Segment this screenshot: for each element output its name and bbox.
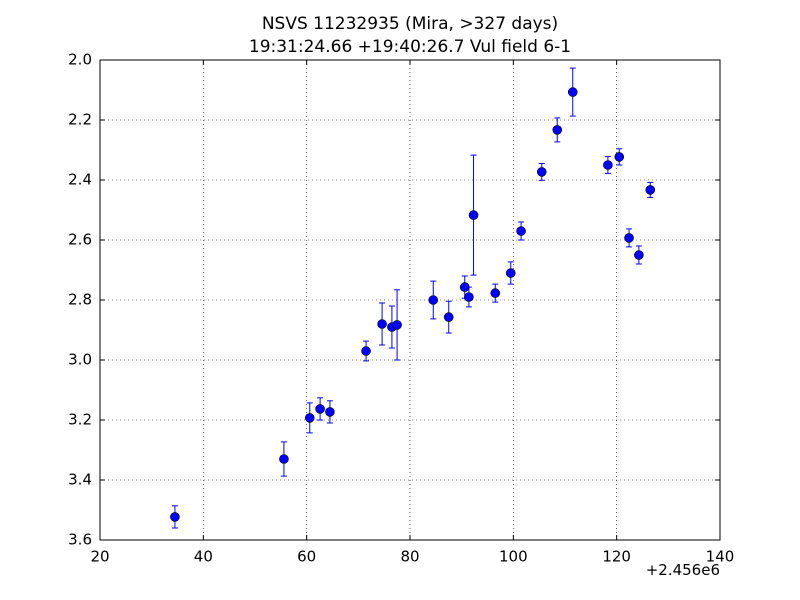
y-tick-label: 2.6 <box>68 231 92 249</box>
data-point <box>536 167 547 177</box>
x-tick-label: 140 <box>706 548 735 566</box>
data-point <box>459 282 470 292</box>
data-point <box>377 319 387 329</box>
data-point <box>325 407 335 417</box>
data-point <box>634 250 644 260</box>
plot-frame <box>99 59 721 541</box>
data-point <box>567 87 578 97</box>
y-tick-label: 3.0 <box>68 351 92 369</box>
data-point <box>304 413 315 423</box>
y-tick-label: 3.6 <box>68 531 92 549</box>
x-tick-label: 100 <box>499 548 528 566</box>
x-tick-label: 80 <box>400 548 419 566</box>
chart-subtitle: 19:31:24.66 +19:40:26.7 Vul field 6-1 <box>249 37 571 57</box>
data-point <box>516 226 526 236</box>
data-point <box>614 152 625 162</box>
data-point <box>392 320 402 330</box>
y-tick-label: 2.2 <box>68 111 92 129</box>
x-tick-label: 20 <box>90 548 109 566</box>
y-tick-label: 2.8 <box>68 291 92 309</box>
data-point <box>361 346 371 356</box>
data-point <box>624 233 634 243</box>
data-point <box>443 312 454 322</box>
x-tick-label: 60 <box>297 548 316 566</box>
data-point <box>464 292 474 302</box>
y-tick-label: 2.4 <box>68 171 92 189</box>
y-tick-label: 3.4 <box>68 471 92 489</box>
data-point <box>490 288 501 298</box>
data-point <box>428 295 439 305</box>
data-point <box>505 268 516 278</box>
data-point <box>170 512 180 522</box>
data-point <box>279 454 289 464</box>
y-tick-label: 3.2 <box>68 411 92 429</box>
x-offset-label: +2.456e6 <box>646 561 720 579</box>
data-point <box>603 160 613 170</box>
data-point <box>468 210 479 220</box>
x-tick-label: 120 <box>602 548 631 566</box>
x-tick-label: 40 <box>194 548 213 566</box>
y-tick-label: 2.0 <box>68 51 92 69</box>
chart-title: NSVS 11232935 (Mira, >327 days) <box>262 14 558 34</box>
data-point <box>315 404 325 414</box>
data-point <box>552 125 563 135</box>
data-point <box>645 185 656 195</box>
